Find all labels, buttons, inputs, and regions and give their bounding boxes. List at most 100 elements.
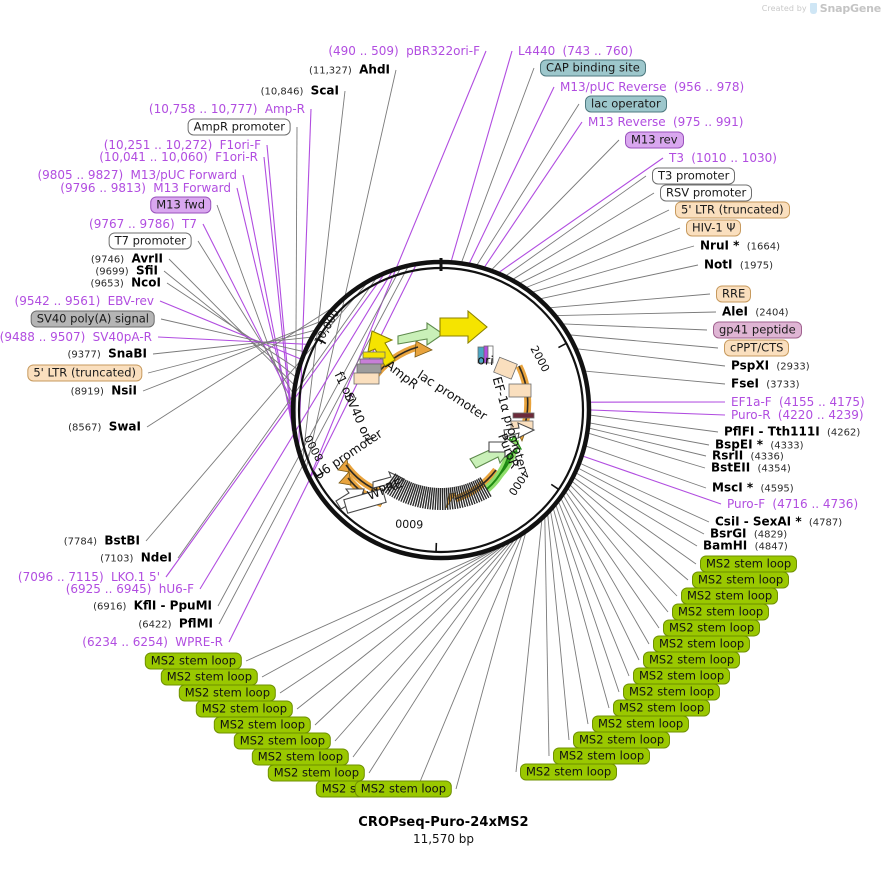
- enzyme-site-kfli-ppumi: (6916) KflI - PpuMI: [93, 600, 212, 613]
- enzyme-position: (4333): [770, 440, 804, 452]
- feature-chip: 5' LTR (truncated): [675, 201, 790, 219]
- enzyme-site-sfii: (9699) SfiI: [95, 265, 158, 278]
- primer-ef1a-f: EF1a-F (4155 .. 4175): [731, 396, 865, 409]
- enzyme-position: (3733): [766, 379, 800, 391]
- feature-label-cap-binding-site: CAP binding site: [540, 59, 646, 77]
- enzyme-site-nsii: (8919) NsiI: [71, 385, 137, 398]
- enzyme-name: SfiI: [135, 263, 158, 278]
- primer-name: L4440: [518, 43, 556, 58]
- enzyme-position: (7103): [100, 553, 134, 565]
- enzyme-position: (4787): [808, 517, 843, 529]
- feature-label-5-ltr-truncated-: 5' LTR (truncated): [27, 364, 142, 382]
- primer-wpre-r: (6234 .. 6254) WPRE-R: [82, 636, 223, 649]
- watermark-prefix: Created by: [761, 4, 807, 13]
- enzyme-position: (9377): [67, 349, 101, 361]
- primer-puro-f: Puro-F (4716 .. 4736): [727, 498, 858, 511]
- primer-t3: T3 (1010 .. 1030): [669, 152, 777, 165]
- feature-chip: HIV-1 Ψ: [686, 219, 742, 237]
- inner-feature-ori: ori: [476, 352, 495, 369]
- enzyme-site-msci-: MscI * (4595): [712, 482, 794, 495]
- ms2-stem-loop-label: MS2 stem loop: [672, 603, 770, 621]
- feature-chip: CAP binding site: [540, 59, 646, 77]
- primer-range: (10,251 .. 10,272): [103, 137, 213, 152]
- enzyme-position: (6916): [93, 601, 127, 613]
- enzyme-name: BsrGI: [710, 526, 747, 541]
- ms2-chip: MS2 stem loop: [251, 748, 349, 766]
- ms2-chip: MS2 stem loop: [520, 763, 618, 781]
- primer-range: (956 .. 978): [673, 79, 745, 94]
- primer-name: Puro-R: [731, 407, 771, 422]
- primer-name: T3: [669, 150, 684, 165]
- ms2-chip: MS2 stem loop: [643, 651, 741, 669]
- enzyme-name: NotI: [704, 257, 733, 272]
- plasmid-name: CROPseq-Puro-24xMS2: [358, 815, 529, 830]
- primer-name: T7: [182, 216, 197, 231]
- feature-label-rsv-promoter: RSV promoter: [660, 184, 753, 202]
- enzyme-site-pspxi: PspXI (2933): [731, 360, 810, 373]
- feature-label-sv40-poly-a-signal: SV40 poly(A) signal: [30, 310, 155, 328]
- enzyme-site-pflmi: (6422) PflMI: [138, 618, 213, 631]
- primer-pbr322ori-f: (490 .. 509) pBR322ori-F: [328, 45, 480, 58]
- primer-lko-1-5-: (7096 .. 7115) LKO.1 5': [18, 571, 160, 584]
- primer-t7: (9767 .. 9786) T7: [89, 218, 197, 231]
- enzyme-name: PflFI - Tth111I: [724, 424, 820, 439]
- enzyme-position: (4262): [826, 427, 861, 439]
- enzyme-name: BamHI: [703, 538, 748, 553]
- ms2-stem-loop-label: MS2 stem loop: [251, 748, 349, 766]
- primer-name: F1ori-F: [219, 137, 261, 152]
- enzyme-site-noti: NotI (1975): [704, 259, 773, 272]
- primer-range: (10,041 .. 10,060): [99, 149, 208, 164]
- ms2-chip: MS2 stem loop: [233, 732, 331, 750]
- ms2-stem-loop-label: MS2 stem loop: [178, 684, 276, 702]
- primer-range: (10,758 .. 10,777): [148, 101, 258, 116]
- enzyme-name: BspEI *: [715, 437, 763, 452]
- enzyme-position: (11,327): [309, 65, 352, 77]
- feature-arrows: [335, 309, 536, 514]
- enzyme-site-bstbi: (7784) BstBI: [64, 535, 140, 548]
- ms2-stem-loop-label: MS2 stem loop: [195, 700, 293, 718]
- ms2-chip: MS2 stem loop: [354, 780, 452, 798]
- enzyme-name: KflI - PpuMI: [133, 598, 212, 613]
- ms2-stem-loop-label: MS2 stem loop: [633, 667, 731, 685]
- feature-label-gp41-peptide: gp41 peptide: [713, 321, 802, 339]
- enzyme-site-snabi: (9377) SnaBI: [68, 348, 147, 361]
- feature-label-lac-operator: lac operator: [585, 95, 667, 113]
- primer-name: M13/pUC Forward: [130, 167, 237, 182]
- enzyme-site-ahdi: (11,327) AhdI: [309, 64, 390, 77]
- primer-f1ori-f: (10,251 .. 10,272) F1ori-F: [104, 139, 261, 152]
- primer-range: (7096 .. 7115): [17, 569, 104, 584]
- primer-range: (4155 .. 4175): [779, 394, 865, 409]
- enzyme-site-bspei-: BspEI * (4333): [715, 439, 804, 452]
- feature-label-m13-fwd: M13 fwd: [150, 196, 211, 214]
- ms2-stem-loop-label: MS2 stem loop: [573, 731, 671, 749]
- primer-name: Puro-F: [727, 496, 766, 511]
- feature-chip: T7 promoter: [108, 232, 192, 250]
- ms2-stem-loop-label: MS2 stem loop: [681, 587, 779, 605]
- watermark-brand: SnapGene: [819, 2, 881, 15]
- primer-name: F1ori-R: [215, 149, 258, 164]
- enzyme-site-nrui-: NruI * (1664): [700, 240, 780, 253]
- primer-range: (6925 .. 6945): [65, 581, 152, 596]
- ms2-stem-loop-label: MS2 stem loop: [623, 683, 721, 701]
- primer-m13-forward: (9796 .. 9813) M13 Forward: [60, 182, 231, 195]
- primer-range: (1010 .. 1030): [691, 150, 777, 165]
- enzyme-name: MscI *: [712, 480, 754, 495]
- feature-label-cppt-cts: cPPT/CTS: [724, 339, 790, 357]
- feature-label-5-ltr-truncated-: 5' LTR (truncated): [675, 201, 790, 219]
- enzyme-name: NruI *: [700, 238, 740, 253]
- enzyme-site-fsei: FseI (3733): [731, 378, 800, 391]
- feature-chip: T3 promoter: [652, 167, 736, 185]
- primer-range: (9796 .. 9813): [60, 180, 146, 195]
- feature-label-t7-promoter: T7 promoter: [108, 232, 192, 250]
- enzyme-position: (9699): [95, 266, 129, 278]
- ms2-chip: MS2 stem loop: [623, 683, 721, 701]
- feature-chip: lac operator: [585, 95, 667, 113]
- enzyme-name: AhdI: [359, 62, 390, 77]
- primer-amp-r: (10,758 .. 10,777) Amp-R: [149, 103, 305, 116]
- primer-f1ori-r: (10,041 .. 10,060) F1ori-R: [99, 151, 258, 164]
- map-title-block: CROPseq-Puro-24xMS2 11,570 bp: [0, 815, 887, 846]
- enzyme-name: SnaBI: [108, 346, 147, 361]
- feature-chip: RRE: [716, 285, 752, 303]
- feature-label-ampr-promoter: AmpR promoter: [187, 118, 291, 136]
